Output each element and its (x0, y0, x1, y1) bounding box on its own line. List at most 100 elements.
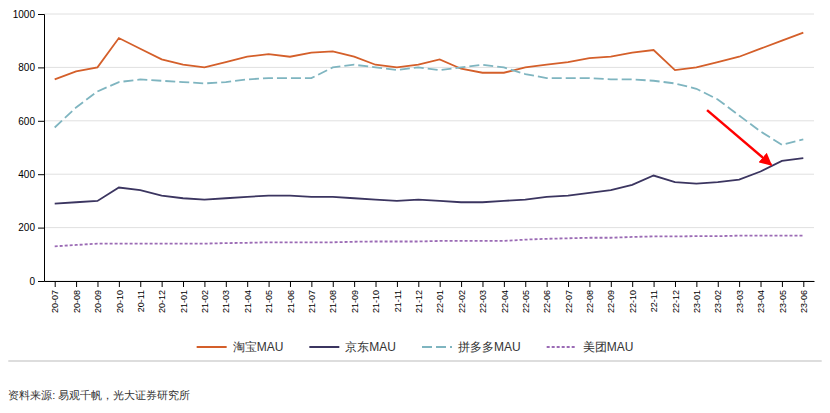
legend-item: 拼多多MAU (422, 340, 521, 354)
x-tick-label: 21-02 (200, 290, 210, 313)
series-line (55, 236, 804, 247)
y-tick-mark (38, 281, 44, 282)
y-tick: 600 (18, 116, 44, 127)
separator (8, 361, 821, 362)
x-tick: 23-04 (756, 281, 766, 313)
x-tick-label: 23-03 (735, 290, 745, 313)
x-tick-mark (632, 281, 633, 287)
x-tick: 20-11 (136, 281, 146, 312)
x-axis-line (45, 281, 815, 282)
x-tick-label: 23-04 (756, 290, 766, 313)
x-tick-label: 21-08 (328, 290, 338, 313)
x-tick: 23-03 (735, 281, 745, 313)
x-tick: 22-09 (606, 281, 616, 313)
x-tick: 21-09 (350, 281, 360, 313)
x-tick-label: 20-11 (136, 290, 146, 312)
y-tick-mark (38, 228, 44, 229)
y-tick-label: 400 (18, 169, 35, 180)
x-tick-label: 20-12 (157, 290, 167, 313)
x-tick-mark (803, 281, 804, 287)
grid-line (44, 14, 814, 15)
grid (44, 14, 814, 281)
grid-line (44, 120, 814, 121)
x-tick: 21-08 (328, 281, 338, 313)
x-tick-label: 22-07 (564, 290, 574, 313)
grid-line (44, 227, 814, 228)
y-tick: 0 (29, 276, 44, 287)
series-line (55, 158, 804, 203)
x-tick-mark (311, 281, 312, 287)
x-tick: 23-05 (778, 281, 788, 313)
x-tick: 21-04 (243, 281, 253, 313)
legend-item: 京东MAU (309, 340, 396, 354)
legend-swatch (197, 346, 227, 348)
x-tick: 21-10 (371, 281, 381, 313)
y-tick-label: 0 (29, 276, 35, 287)
x-tick: 23-06 (799, 281, 809, 313)
y-tick-mark (38, 14, 44, 15)
x-tick-mark (782, 281, 783, 287)
x-tick-label: 20-10 (115, 290, 125, 313)
x-tick: 20-07 (50, 281, 60, 313)
x-tick: 20-09 (93, 281, 103, 313)
x-tick-label: 21-04 (243, 290, 253, 313)
x-tick: 21-12 (414, 281, 424, 313)
x-tick-label: 22-01 (435, 290, 445, 313)
legend-label: 京东MAU (345, 340, 396, 354)
x-tick-mark (290, 281, 291, 287)
x-tick-mark (504, 281, 505, 287)
x-tick-mark (547, 281, 548, 287)
x-tick-label: 23-01 (692, 290, 702, 313)
x-tick: 21-03 (221, 281, 231, 313)
y-tick: 1000 (13, 9, 44, 20)
x-tick-mark (440, 281, 441, 287)
x-tick-mark (140, 281, 141, 287)
x-tick-mark (482, 281, 483, 287)
legend-item: 淘宝MAU (197, 340, 284, 354)
x-tick-mark (183, 281, 184, 287)
x-tick-mark (376, 281, 377, 287)
x-tick-mark (654, 281, 655, 287)
x-tick-mark (525, 281, 526, 287)
x-tick-label: 22-11 (649, 290, 659, 312)
y-tick: 200 (18, 222, 44, 233)
series-line (55, 65, 804, 145)
x-tick-label: 22-06 (542, 290, 552, 313)
x-tick-label: 22-09 (606, 290, 616, 313)
x-tick: 22-10 (628, 281, 638, 313)
x-tick-mark (162, 281, 163, 287)
x-tick-label: 20-08 (72, 290, 82, 313)
x-tick-label: 21-07 (307, 290, 317, 313)
legend-label: 拼多多MAU (458, 340, 521, 354)
x-tick-label: 23-02 (713, 290, 723, 313)
x-tick-label: 20-09 (93, 290, 103, 313)
plot-area (55, 33, 804, 247)
legend-swatch (547, 346, 577, 348)
x-tick-mark (226, 281, 227, 287)
x-tick-mark (611, 281, 612, 287)
x-axis: 20-07 20-08 20-09 20-10 20-11 20-12 21-01 21-02… (45, 281, 815, 313)
y-tick-label: 1000 (13, 9, 36, 20)
x-tick-mark (119, 281, 120, 287)
y-tick-mark (38, 121, 44, 122)
x-tick: 21-05 (264, 281, 274, 313)
x-tick: 21-01 (179, 281, 189, 313)
arrow (707, 110, 771, 165)
x-tick: 23-01 (692, 281, 702, 313)
x-tick: 21-02 (200, 281, 210, 313)
x-tick-label: 21-11 (393, 290, 403, 312)
x-tick: 20-10 (115, 281, 125, 313)
y-axis: 02004006008001000 (13, 9, 45, 287)
x-tick-mark (589, 281, 590, 287)
legend-item: 美团MAU (547, 340, 634, 354)
x-tick: 20-08 (72, 281, 82, 313)
x-tick-mark (247, 281, 248, 287)
x-tick-mark (675, 281, 676, 287)
x-tick-mark (418, 281, 419, 287)
x-tick-label: 22-02 (457, 290, 467, 313)
x-tick-mark (568, 281, 569, 287)
x-tick-mark (718, 281, 719, 287)
x-tick-label: 22-03 (478, 290, 488, 313)
legend-label: 淘宝MAU (233, 340, 284, 354)
y-tick-mark (38, 174, 44, 175)
